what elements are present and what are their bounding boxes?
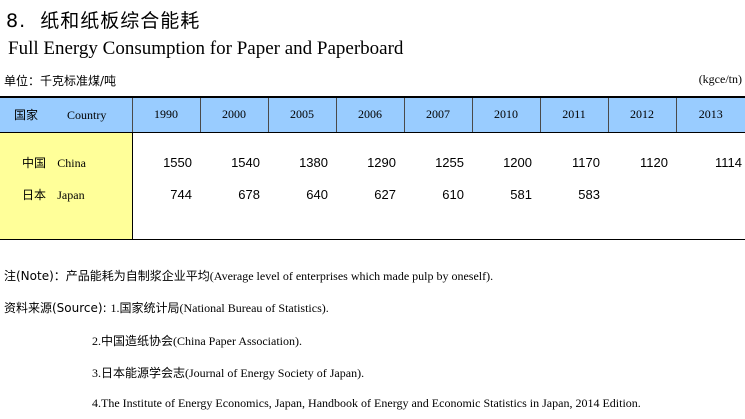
title-chinese: 纸和纸板综合能耗 <box>40 10 201 32</box>
page-title-cn: 8. 纸和纸板综合能耗 <box>6 6 200 33</box>
source-en: (China Paper Association). <box>173 334 302 348</box>
country-en: Japan <box>57 188 85 202</box>
table-cell: 640 <box>306 187 328 202</box>
table-cell <box>676 179 745 211</box>
unit-label-en: (kgce/tn) <box>698 72 742 86</box>
spacer-row <box>0 210 745 240</box>
header-year: 2012 <box>607 96 676 133</box>
source-cn: 国家统计局 <box>119 301 180 315</box>
table-cell: 610 <box>442 187 464 202</box>
table-cell: 678 <box>238 187 260 202</box>
row-country: 日本 Japan <box>0 178 133 211</box>
header-country-cn: 国家 <box>14 108 39 123</box>
section-number: 8. <box>6 10 27 32</box>
source-line-1: 资料来源(Source): 1.国家统计局(National Bureau of… <box>4 299 329 316</box>
note-line: 注(Note)：产品能耗为自制浆企业平均(Average level of en… <box>4 267 493 284</box>
source-line-4: 4.The Institute of Energy Economics, Jap… <box>92 396 641 410</box>
source-label: 资料来源(Source): <box>4 301 111 315</box>
table-cell: 1550 <box>163 155 192 170</box>
table-row: 中国 China 1550 1540 1380 1290 1255 1200 1… <box>0 146 745 179</box>
note-label: 注(Note)： <box>4 269 66 283</box>
spacer-row <box>0 132 745 147</box>
source-line-3: 3.日本能源学会志(Journal of Energy Society of J… <box>92 364 364 381</box>
source-num: 1. <box>110 301 120 315</box>
energy-table: 国家 Country 1990 2000 2005 2006 2007 2010… <box>0 96 745 240</box>
country-en: China <box>57 156 86 170</box>
header-country-en: Country <box>67 108 107 123</box>
source-en: (Journal of Energy Society of Japan). <box>185 366 365 380</box>
source-num: 3. <box>92 366 101 380</box>
source-cn: 中国造纸协会 <box>101 334 174 348</box>
table-cell: 627 <box>374 187 396 202</box>
country-cn: 日本 <box>22 188 47 202</box>
source-en: (National Bureau of Statistics). <box>179 301 329 315</box>
table-cell: 744 <box>170 187 192 202</box>
table-cell: 1290 <box>367 155 396 170</box>
header-year: 2000 <box>199 96 268 133</box>
table-cell: 1255 <box>435 155 464 170</box>
header-year: 2005 <box>267 96 336 133</box>
table-cell: 581 <box>510 187 532 202</box>
table-row: 日本 Japan 744 678 640 627 610 581 583 <box>0 178 745 211</box>
page-title-en: Full Energy Consumption for Paper and Pa… <box>8 38 404 59</box>
table-cell: 1200 <box>503 155 532 170</box>
table-cell: 1380 <box>299 155 328 170</box>
row-country: 中国 China <box>0 146 133 179</box>
note-text-cn: 产品能耗为自制浆企业平均 <box>65 269 210 283</box>
table-cell: 1120 <box>640 155 668 170</box>
source-cn: 日本能源学会志 <box>101 366 186 380</box>
table-cell: 1114 <box>715 155 742 170</box>
header-country: 国家 Country <box>0 96 132 133</box>
unit-label-cn: 单位：千克标准煤/吨 <box>4 74 117 88</box>
header-year: 2011 <box>539 96 608 133</box>
header-year: 2006 <box>335 96 404 133</box>
header-year: 2010 <box>471 96 540 133</box>
table-cell: 1170 <box>572 155 600 170</box>
header-year: 2007 <box>403 96 472 133</box>
header-year: 1990 <box>131 96 200 133</box>
table-cell <box>608 179 676 211</box>
table-cell: 583 <box>578 187 600 202</box>
source-line-2: 2.中国造纸协会(China Paper Association). <box>92 332 302 349</box>
header-year: 2013 <box>675 96 745 133</box>
country-cn: 中国 <box>22 156 47 170</box>
table-cell: 1540 <box>231 155 260 170</box>
note-text-en: (Average level of enterprises which made… <box>209 269 494 283</box>
source-num: 2. <box>92 334 101 348</box>
table-header-row: 国家 Country 1990 2000 2005 2006 2007 2010… <box>0 96 745 133</box>
